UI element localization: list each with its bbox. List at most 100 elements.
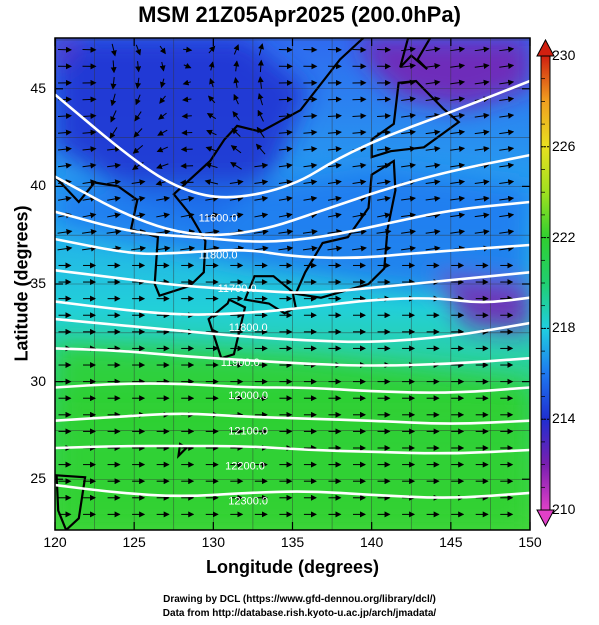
wind-arrow: [57, 229, 73, 235]
wind-arrow: [450, 179, 466, 186]
wind-arrow: [131, 179, 146, 186]
wind-arrow: [327, 146, 342, 153]
contour-label: 11600.0: [199, 213, 238, 225]
wind-arrow: [257, 92, 264, 106]
wind-arrow: [110, 110, 117, 123]
wind-arrow: [425, 146, 441, 152]
contour-line: [55, 317, 530, 344]
wind-arrow: [499, 79, 515, 86]
wind-arrow: [183, 46, 193, 53]
wind-arrow: [206, 112, 217, 120]
wind-arrow: [401, 63, 417, 70]
wind-arrow: [352, 113, 367, 119]
wind-arrow: [181, 113, 192, 120]
wind-arrow: [425, 212, 441, 219]
wind-arrow: [233, 93, 239, 105]
wind-arrow: [425, 96, 441, 103]
wind-arrow: [134, 111, 142, 122]
wind-arrow: [233, 44, 240, 55]
x-tick-label: 125: [122, 534, 146, 550]
wind-arrow: [82, 146, 97, 153]
x-tick-label: 150: [518, 534, 542, 550]
wind-arrow: [303, 146, 318, 153]
wind-arrow: [57, 129, 72, 136]
wind-arrow: [303, 96, 318, 103]
wind-arrow: [230, 162, 242, 170]
wind-arrow: [135, 61, 142, 73]
wind-arrow: [229, 179, 244, 186]
wind-arrow: [499, 195, 515, 202]
wind-arrow: [376, 245, 392, 252]
wind-arrow: [135, 94, 141, 106]
wind-arrow: [499, 245, 515, 252]
wind-arrow: [474, 179, 490, 186]
wind-arrow: [278, 113, 293, 119]
colorbar-tick-label: 226: [552, 137, 576, 154]
wind-arrow: [110, 76, 117, 90]
wind-arrow: [377, 212, 391, 219]
wind-arrow: [110, 93, 117, 107]
wind-arrow: [278, 162, 293, 169]
wind-arrow: [82, 229, 97, 235]
wind-arrow: [132, 145, 144, 154]
wind-arrow: [110, 43, 117, 57]
colorbar-tick-label: 230: [552, 47, 576, 63]
colorbar-tick-label: 218: [552, 319, 576, 336]
wind-arrow: [499, 129, 515, 136]
wind-arrow: [110, 60, 117, 74]
temperature-region: [435, 274, 530, 333]
wind-arrow: [157, 129, 168, 136]
wind-arrow: [82, 245, 97, 252]
wind-arrow: [254, 195, 269, 202]
wind-arrow: [327, 179, 342, 186]
contour-line: [55, 412, 530, 425]
wind-arrow: [158, 112, 167, 120]
wind-arrow: [499, 63, 515, 70]
wind-arrow: [135, 44, 142, 56]
wind-arrow: [377, 146, 391, 153]
wind-arrow: [204, 179, 219, 186]
wind-arrow: [303, 113, 318, 119]
chart-title: MSM 21Z05Apr2025 (200.0hPa): [138, 2, 461, 27]
wind-arrow: [450, 146, 466, 152]
wind-arrow: [352, 129, 367, 136]
wind-arrow: [401, 212, 417, 219]
wind-arrow: [499, 96, 515, 103]
wind-arrow: [377, 195, 391, 202]
wind-arrow: [327, 129, 342, 136]
wind-arrow: [159, 61, 166, 72]
wind-arrow: [450, 229, 466, 235]
wind-arrow: [425, 129, 441, 136]
wind-arrow: [401, 79, 417, 86]
wind-arrow: [499, 212, 515, 219]
wind-arrow: [82, 129, 97, 136]
wind-arrow: [377, 162, 391, 169]
wind-arrow: [450, 46, 466, 53]
wind-arrow: [425, 245, 441, 252]
x-tick-label: 140: [359, 534, 384, 550]
wind-arrow: [327, 245, 343, 252]
wind-arrow: [231, 128, 241, 137]
wind-arrow: [57, 113, 72, 119]
wind-arrow: [303, 162, 318, 169]
wind-arrow: [182, 96, 192, 103]
wind-arrow: [159, 95, 166, 104]
y-tick-label: 25: [30, 470, 46, 487]
wind-arrow: [425, 79, 441, 86]
wind-arrow: [450, 79, 466, 86]
wind-arrow: [180, 212, 195, 219]
contour-label: 12100.0: [228, 425, 268, 437]
wind-arrow: [425, 63, 441, 70]
wind-arrow: [401, 146, 417, 152]
wind-arrow: [401, 162, 417, 169]
wind-arrow: [109, 127, 118, 139]
wind-arrow: [278, 229, 294, 235]
wind-arrow: [230, 145, 242, 154]
wind-arrow: [254, 162, 269, 169]
colorbar-tick-label: 210: [552, 501, 576, 517]
wind-arrow: [107, 195, 121, 202]
wind-arrow: [107, 212, 121, 219]
wind-arrow: [474, 63, 490, 70]
wind-arrow: [327, 162, 342, 169]
x-tick-label: 135: [280, 534, 305, 550]
